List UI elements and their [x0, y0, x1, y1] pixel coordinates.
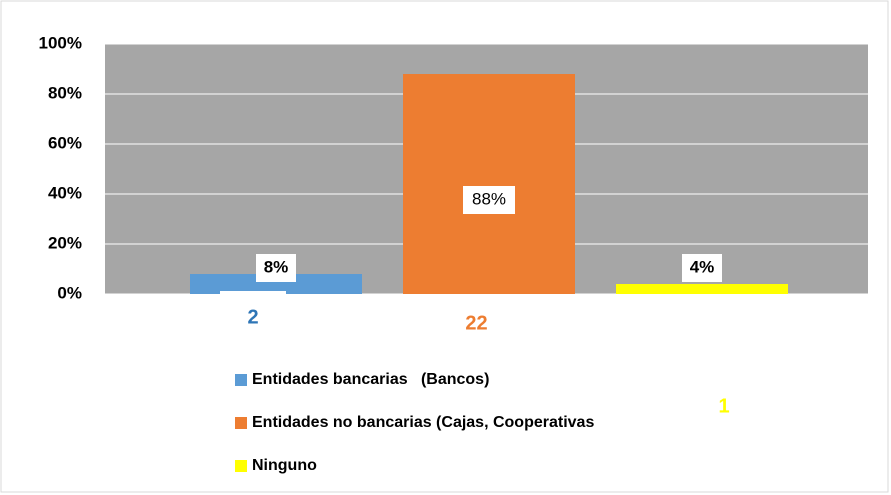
- count-box: [220, 291, 286, 341]
- bar: [403, 74, 575, 294]
- y-tick-label: 20%: [48, 233, 82, 252]
- bar: [190, 274, 362, 294]
- bar: [616, 284, 788, 294]
- count-label: 1: [718, 395, 729, 417]
- count-label: 22: [465, 312, 487, 334]
- legend-swatch: [235, 460, 247, 472]
- value-label: 8%: [264, 257, 289, 276]
- count-box: [435, 297, 518, 347]
- legend-swatch: [235, 417, 247, 429]
- legend-swatch: [235, 374, 247, 386]
- legend-label: Entidades no bancarias (Cajas, Cooperati…: [252, 414, 594, 431]
- value-label-box: [463, 186, 515, 214]
- value-label-box: [256, 254, 296, 282]
- y-tick-label: 80%: [48, 83, 82, 102]
- y-tick-label: 0%: [57, 283, 82, 302]
- value-label: 4%: [690, 257, 715, 276]
- legend-label: Ninguno: [252, 457, 317, 474]
- value-label-box: [682, 254, 722, 282]
- value-label: 88%: [472, 189, 506, 208]
- y-tick-label: 40%: [48, 183, 82, 202]
- y-tick-label: 100%: [39, 33, 82, 52]
- count-box: [691, 380, 757, 430]
- legend-label: Entidades bancarias (Bancos): [252, 371, 489, 388]
- count-label: 2: [247, 306, 258, 328]
- y-tick-label: 60%: [48, 133, 82, 152]
